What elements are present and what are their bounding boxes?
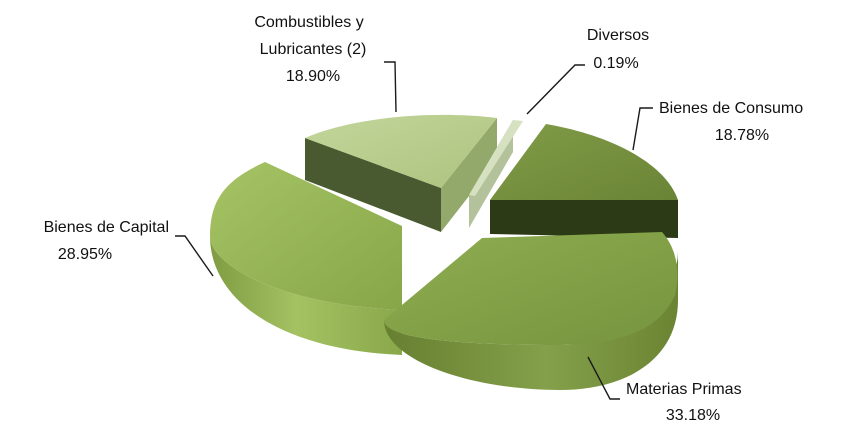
value-bienes-capital: 28.95% (58, 246, 112, 263)
slice-bienes-consumo (490, 124, 678, 238)
leader-diversos (526, 64, 585, 115)
label-bienes-consumo: Bienes de Consumo (659, 100, 803, 117)
leader-bienes-capital (175, 235, 214, 277)
label-bienes-capital: Bienes de Capital (44, 219, 169, 236)
value-diversos: 0.19% (593, 55, 638, 72)
value-combustibles: 18.90% (286, 68, 340, 85)
label-combustibles-line2: Lubricantes (2) (260, 41, 367, 58)
value-materias-primas: 33.18% (666, 407, 720, 424)
value-bienes-consumo: 18.78% (715, 127, 769, 144)
label-combustibles-line1: Combustibles y (254, 14, 363, 31)
leader-combustibles (384, 61, 397, 113)
slice-materias-primas (384, 232, 678, 390)
slice-diversos (469, 120, 523, 228)
data-labels: Combustibles y Lubricantes (2) 18.90% Di… (44, 14, 804, 424)
slices (210, 114, 678, 390)
label-materias-primas: Materias Primas (626, 381, 742, 398)
leader-lines (175, 61, 653, 400)
slice-bienes-capital (210, 162, 402, 355)
label-diversos: Diversos (587, 27, 649, 44)
leader-bienes-consumo (632, 107, 653, 151)
slice-combustibles (305, 114, 497, 232)
leader-materias-primas (587, 356, 620, 400)
